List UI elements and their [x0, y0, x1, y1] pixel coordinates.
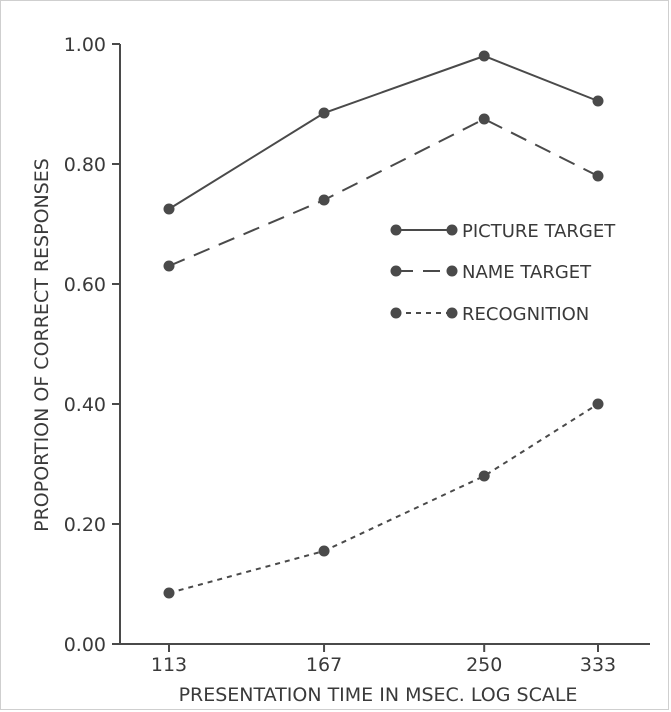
y-tick-label: 0.80 — [64, 154, 106, 176]
legend-marker — [390, 265, 402, 277]
data-point — [478, 113, 490, 125]
data-point — [318, 545, 330, 557]
y-axis-title: PROPORTION OF CORRECT RESPONSES — [31, 158, 53, 532]
y-ticks: 0.00 0.20 0.40 0.60 0.80 1.00 — [64, 34, 120, 656]
series-line — [168, 117, 599, 267]
data-point — [592, 95, 604, 107]
legend-item: NAME TARGET — [390, 262, 592, 283]
data-point — [592, 170, 604, 182]
data-point — [592, 398, 604, 410]
series-layer — [163, 50, 604, 599]
legend-marker — [390, 224, 402, 236]
axes — [119, 44, 650, 645]
data-point — [163, 203, 175, 215]
y-tick-label: 0.00 — [64, 634, 106, 656]
data-point — [478, 470, 490, 482]
legend-label: PICTURE TARGET — [462, 221, 616, 242]
legend-item: PICTURE TARGET — [390, 221, 616, 242]
legend-marker — [390, 307, 402, 319]
data-point — [318, 107, 330, 119]
data-point — [163, 260, 175, 272]
x-tick-label: 113 — [151, 654, 187, 676]
data-point — [478, 50, 490, 62]
legend-label: RECOGNITION — [462, 304, 589, 325]
series-line — [168, 54, 599, 210]
legend-item: RECOGNITION — [390, 304, 589, 325]
legend-marker — [446, 307, 458, 319]
x-axis-title: PRESENTATION TIME IN MSEC. LOG SCALE — [179, 684, 578, 706]
x-tick-label: 333 — [580, 654, 616, 676]
legend-label: NAME TARGET — [462, 262, 592, 283]
y-tick-label: 0.40 — [64, 394, 106, 416]
legend-marker — [446, 224, 458, 236]
y-tick-label: 0.60 — [64, 274, 106, 296]
series-1 — [163, 50, 604, 215]
legend: PICTURE TARGET NAME TARGET RECOGNITION — [390, 221, 616, 325]
data-point — [318, 194, 330, 206]
series-line — [168, 403, 599, 594]
y-tick-label: 1.00 — [64, 34, 106, 56]
x-ticks: 113 167 250 333 — [151, 644, 616, 676]
legend-marker — [446, 265, 458, 277]
x-tick-label: 167 — [306, 654, 342, 676]
data-point — [163, 587, 175, 599]
series-2 — [163, 113, 604, 272]
x-tick-label: 250 — [466, 654, 502, 676]
series-3 — [163, 398, 604, 599]
y-tick-label: 0.20 — [64, 514, 106, 536]
